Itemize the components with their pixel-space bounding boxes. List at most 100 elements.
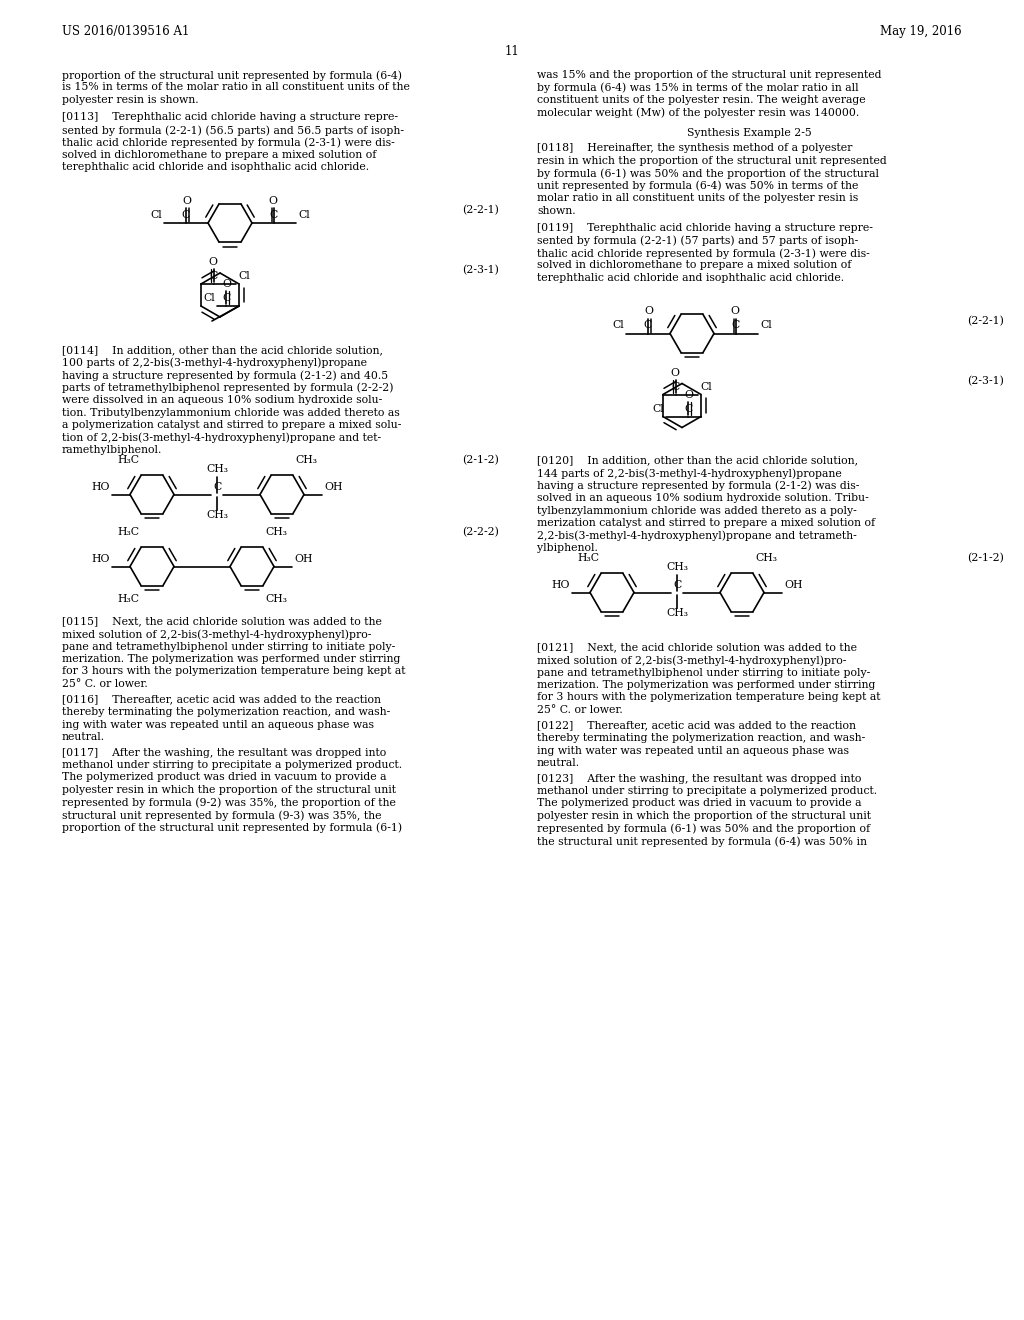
Text: proportion of the structural unit represented by formula (6-4): proportion of the structural unit repres… — [62, 70, 402, 81]
Text: neutral.: neutral. — [62, 733, 105, 742]
Text: pane and tetramethylbiphenol under stirring to initiate poly-: pane and tetramethylbiphenol under stirr… — [537, 668, 870, 677]
Text: C: C — [222, 293, 230, 304]
Text: shown.: shown. — [537, 206, 575, 215]
Text: Cl: Cl — [760, 321, 772, 330]
Text: HO: HO — [91, 482, 110, 491]
Text: The polymerized product was dried in vacuum to provide a: The polymerized product was dried in vac… — [62, 772, 386, 783]
Text: (2-1-2): (2-1-2) — [462, 454, 499, 465]
Text: C: C — [684, 404, 692, 413]
Text: [0117]    After the washing, the resultant was dropped into: [0117] After the washing, the resultant … — [62, 747, 386, 758]
Text: [0123]    After the washing, the resultant was dropped into: [0123] After the washing, the resultant … — [537, 774, 861, 784]
Text: Synthesis Example 2-5: Synthesis Example 2-5 — [687, 128, 811, 139]
Text: polyester resin in which the proportion of the structural unit: polyester resin in which the proportion … — [62, 785, 396, 795]
Text: [0115]    Next, the acid chloride solution was added to the: [0115] Next, the acid chloride solution … — [62, 616, 382, 627]
Text: [0114]    In addition, other than the acid chloride solution,: [0114] In addition, other than the acid … — [62, 345, 383, 355]
Text: O: O — [644, 306, 653, 317]
Text: May 19, 2016: May 19, 2016 — [881, 25, 962, 38]
Text: sented by formula (2-2-1) (56.5 parts) and 56.5 parts of isoph-: sented by formula (2-2-1) (56.5 parts) a… — [62, 125, 404, 136]
Text: a polymerization catalyst and stirred to prepare a mixed solu-: a polymerization catalyst and stirred to… — [62, 420, 401, 430]
Text: [0113]    Terephthalic acid chloride having a structure repre-: [0113] Terephthalic acid chloride having… — [62, 112, 398, 123]
Text: O: O — [268, 195, 278, 206]
Text: merization. The polymerization was performed under stirring: merization. The polymerization was perfo… — [62, 653, 400, 664]
Text: thalic acid chloride represented by formula (2-3-1) were dis-: thalic acid chloride represented by form… — [62, 137, 394, 148]
Text: proportion of the structural unit represented by formula (6-1): proportion of the structural unit repres… — [62, 822, 402, 833]
Text: C: C — [732, 321, 740, 330]
Text: mixed solution of 2,2-bis(3-methyl-4-hydroxyphenyl)pro-: mixed solution of 2,2-bis(3-methyl-4-hyd… — [537, 655, 847, 665]
Text: [0120]    In addition, other than the acid chloride solution,: [0120] In addition, other than the acid … — [537, 455, 858, 466]
Text: CH₃: CH₃ — [295, 455, 317, 466]
Text: H₃C: H₃C — [117, 594, 139, 603]
Text: tion of 2,2-bis(3-methyl-4-hydroxyphenyl)propane and tet-: tion of 2,2-bis(3-methyl-4-hydroxyphenyl… — [62, 433, 381, 444]
Text: C: C — [644, 321, 652, 330]
Text: CH₃: CH₃ — [206, 511, 228, 520]
Text: tion. Tributylbenzylammonium chloride was added thereto as: tion. Tributylbenzylammonium chloride wa… — [62, 408, 399, 417]
Text: H₃C: H₃C — [117, 528, 139, 537]
Text: Cl: Cl — [652, 404, 664, 413]
Text: HO: HO — [91, 553, 110, 564]
Text: the structural unit represented by formula (6-4) was 50% in: the structural unit represented by formu… — [537, 836, 867, 846]
Text: unit represented by formula (6-4) was 50% in terms of the: unit represented by formula (6-4) was 50… — [537, 181, 858, 191]
Text: OH: OH — [784, 579, 803, 590]
Text: [0121]    Next, the acid chloride solution was added to the: [0121] Next, the acid chloride solution … — [537, 643, 857, 652]
Text: O: O — [182, 195, 191, 206]
Text: [0119]    Terephthalic acid chloride having a structure repre-: [0119] Terephthalic acid chloride having… — [537, 223, 872, 234]
Text: methanol under stirring to precipitate a polymerized product.: methanol under stirring to precipitate a… — [537, 785, 878, 796]
Text: C: C — [210, 271, 218, 281]
Text: ramethylbiphenol.: ramethylbiphenol. — [62, 445, 163, 455]
Text: parts of tetramethylbiphenol represented by formula (2-2-2): parts of tetramethylbiphenol represented… — [62, 383, 393, 393]
Text: were dissolved in an aqueous 10% sodium hydroxide solu-: were dissolved in an aqueous 10% sodium … — [62, 395, 382, 405]
Text: Cl: Cl — [700, 381, 712, 392]
Text: CH₃: CH₃ — [265, 594, 287, 603]
Text: molar ratio in all constituent units of the polyester resin is: molar ratio in all constituent units of … — [537, 193, 858, 203]
Text: polyester resin in which the proportion of the structural unit: polyester resin in which the proportion … — [537, 810, 871, 821]
Text: terephthalic acid chloride and isophthalic acid chloride.: terephthalic acid chloride and isophthal… — [537, 273, 844, 282]
Text: was 15% and the proportion of the structural unit represented: was 15% and the proportion of the struct… — [537, 70, 882, 81]
Text: neutral.: neutral. — [537, 758, 581, 768]
Text: Cl: Cl — [204, 293, 215, 304]
Text: mixed solution of 2,2-bis(3-methyl-4-hydroxyphenyl)pro-: mixed solution of 2,2-bis(3-methyl-4-hyd… — [62, 630, 372, 640]
Text: Cl: Cl — [238, 271, 250, 281]
Text: polyester resin is shown.: polyester resin is shown. — [62, 95, 199, 106]
Text: thalic acid chloride represented by formula (2-3-1) were dis-: thalic acid chloride represented by form… — [537, 248, 869, 259]
Text: structural unit represented by formula (9-3) was 35%, the: structural unit represented by formula (… — [62, 810, 382, 821]
Text: (2-1-2): (2-1-2) — [967, 553, 1004, 562]
Text: C: C — [213, 482, 221, 491]
Text: (2-2-1): (2-2-1) — [967, 315, 1004, 326]
Text: [0122]    Thereafter, acetic acid was added to the reaction: [0122] Thereafter, acetic acid was added… — [537, 721, 856, 730]
Text: 144 parts of 2,2-bis(3-methyl-4-hydroxyphenyl)propane: 144 parts of 2,2-bis(3-methyl-4-hydroxyp… — [537, 469, 842, 479]
Text: C: C — [672, 381, 680, 392]
Text: C: C — [673, 579, 681, 590]
Text: ing with water was repeated until an aqueous phase was: ing with water was repeated until an aqu… — [537, 746, 849, 755]
Text: (2-2-1): (2-2-1) — [462, 205, 499, 215]
Text: merization catalyst and stirred to prepare a mixed solution of: merization catalyst and stirred to prepa… — [537, 517, 876, 528]
Text: O: O — [671, 367, 680, 378]
Text: (2-3-1): (2-3-1) — [462, 265, 499, 276]
Text: solved in dichloromethane to prepare a mixed solution of: solved in dichloromethane to prepare a m… — [62, 150, 377, 160]
Text: 25° C. or lower.: 25° C. or lower. — [62, 678, 147, 689]
Text: O: O — [222, 279, 231, 289]
Text: C: C — [182, 210, 190, 220]
Text: solved in dichloromethane to prepare a mixed solution of: solved in dichloromethane to prepare a m… — [537, 260, 851, 271]
Text: 100 parts of 2,2-bis(3-methyl-4-hydroxyphenyl)propane: 100 parts of 2,2-bis(3-methyl-4-hydroxyp… — [62, 358, 367, 368]
Text: tylbenzylammonium chloride was added thereto as a poly-: tylbenzylammonium chloride was added the… — [537, 506, 857, 516]
Text: (2-3-1): (2-3-1) — [967, 375, 1004, 385]
Text: thereby terminating the polymerization reaction, and wash-: thereby terminating the polymerization r… — [62, 708, 390, 717]
Text: sented by formula (2-2-1) (57 parts) and 57 parts of isoph-: sented by formula (2-2-1) (57 parts) and… — [537, 235, 858, 246]
Text: by formula (6-1) was 50% and the proportion of the structural: by formula (6-1) was 50% and the proport… — [537, 168, 879, 178]
Text: ing with water was repeated until an aqueous phase was: ing with water was repeated until an aqu… — [62, 719, 374, 730]
Text: solved in an aqueous 10% sodium hydroxide solution. Tribu-: solved in an aqueous 10% sodium hydroxid… — [537, 492, 868, 503]
Text: O: O — [730, 306, 739, 317]
Text: by formula (6-4) was 15% in terms of the molar ratio in all: by formula (6-4) was 15% in terms of the… — [537, 82, 859, 94]
Text: OH: OH — [324, 482, 342, 491]
Text: O: O — [209, 257, 217, 267]
Text: H₃C: H₃C — [577, 553, 599, 564]
Text: 11: 11 — [505, 45, 519, 58]
Text: resin in which the proportion of the structural unit represented: resin in which the proportion of the str… — [537, 156, 887, 165]
Text: OH: OH — [294, 553, 312, 564]
Text: 2,2-bis(3-methyl-4-hydroxyphenyl)propane and tetrameth-: 2,2-bis(3-methyl-4-hydroxyphenyl)propane… — [537, 531, 857, 541]
Text: having a structure represented by formula (2-1-2) was dis-: having a structure represented by formul… — [537, 480, 859, 491]
Text: CH₃: CH₃ — [265, 528, 287, 537]
Text: CH₃: CH₃ — [666, 609, 688, 619]
Text: H₃C: H₃C — [117, 455, 139, 466]
Text: [0118]    Hereinafter, the synthesis method of a polyester: [0118] Hereinafter, the synthesis method… — [537, 143, 852, 153]
